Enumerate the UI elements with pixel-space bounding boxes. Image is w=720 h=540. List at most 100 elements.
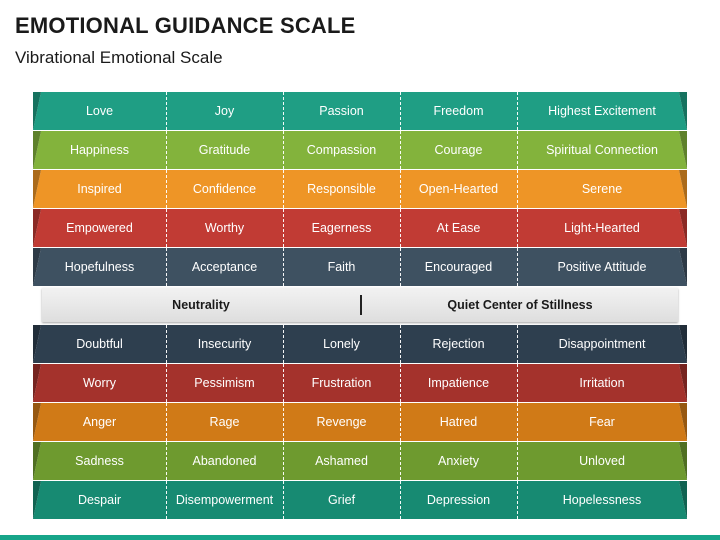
emotion-row: Despair Disempowerment Grief Depression … bbox=[33, 481, 687, 519]
emotion-cell: Love bbox=[85, 104, 114, 118]
column-divider bbox=[166, 442, 167, 480]
emotion-cell: Revenge bbox=[316, 415, 367, 429]
emotion-cell: Rage bbox=[209, 415, 240, 429]
row-band-fill bbox=[33, 325, 687, 363]
emotion-cell: Sadness bbox=[75, 454, 124, 468]
emotion-cell: Passion bbox=[319, 104, 364, 118]
emotion-cell: Highest Excitement bbox=[548, 104, 656, 118]
quiet-center-label: Quiet Center of Stillness bbox=[447, 298, 593, 312]
column-divider bbox=[400, 170, 401, 208]
row-band-fold-left bbox=[33, 403, 41, 441]
emotion-row: Worry Pessimism Frustration Impatience I… bbox=[33, 364, 687, 402]
column-divider bbox=[517, 131, 518, 169]
column-divider bbox=[517, 248, 518, 286]
row-band bbox=[33, 403, 687, 441]
emotion-cell: Courage bbox=[434, 143, 483, 157]
emotion-cell: Hatred bbox=[439, 415, 478, 429]
emotion-cell: Encouraged bbox=[424, 260, 493, 274]
column-divider bbox=[400, 325, 401, 363]
row-band-fold-right bbox=[679, 364, 687, 402]
emotion-cell: Fear bbox=[589, 415, 615, 429]
emotion-cell: Worry bbox=[82, 376, 117, 390]
emotion-row: Empowered Worthy Eagerness At Ease Light… bbox=[33, 209, 687, 247]
emotion-cell: Light-Hearted bbox=[564, 221, 640, 235]
emotion-cell: Unloved bbox=[579, 454, 625, 468]
emotion-cell: Spiritual Connection bbox=[546, 143, 658, 157]
emotion-cell: Anxiety bbox=[438, 454, 479, 468]
emotion-cell: Abandoned bbox=[192, 454, 257, 468]
emotion-cell: Compassion bbox=[306, 143, 377, 157]
column-divider bbox=[283, 442, 284, 480]
column-divider bbox=[166, 481, 167, 519]
footer-accent-bar bbox=[0, 535, 720, 540]
row-band-fold-left bbox=[33, 364, 41, 402]
emotion-cell: Doubtful bbox=[76, 337, 123, 351]
column-divider bbox=[517, 403, 518, 441]
emotion-row: Happiness Gratitude Compassion Courage S… bbox=[33, 131, 687, 169]
column-divider bbox=[166, 403, 167, 441]
row-band-fold-left bbox=[33, 325, 41, 363]
neutral-divider bbox=[360, 295, 362, 315]
emotion-cell: Lonely bbox=[323, 337, 360, 351]
emotion-cell: Impatience bbox=[427, 376, 490, 390]
row-band-fold-right bbox=[679, 248, 687, 286]
row-band bbox=[33, 92, 687, 130]
row-band-fold-left bbox=[33, 442, 41, 480]
column-divider bbox=[517, 209, 518, 247]
row-band-fold-right bbox=[679, 325, 687, 363]
emotion-cell: Anger bbox=[82, 415, 117, 429]
emotion-cell: Despair bbox=[77, 493, 122, 507]
column-divider bbox=[283, 131, 284, 169]
emotion-cell: Faith bbox=[327, 260, 356, 274]
column-divider bbox=[400, 364, 401, 402]
emotion-cell: Grief bbox=[327, 493, 356, 507]
column-divider bbox=[400, 248, 401, 286]
row-band bbox=[33, 170, 687, 208]
emotion-cell: Empowered bbox=[66, 221, 133, 235]
neutrality-label: Neutrality bbox=[172, 298, 230, 312]
emotion-cell: Pessimism bbox=[194, 376, 255, 390]
emotion-cell: Acceptance bbox=[191, 260, 258, 274]
emotion-cell: Gratitude bbox=[198, 143, 251, 157]
row-band-fold-right bbox=[679, 403, 687, 441]
emotion-cell: Serene bbox=[581, 182, 623, 196]
emotion-cell: Insecurity bbox=[197, 337, 252, 351]
column-divider bbox=[283, 170, 284, 208]
row-band-fold-left bbox=[33, 170, 41, 208]
column-divider bbox=[283, 403, 284, 441]
emotion-cell: Hopelessness bbox=[562, 493, 642, 507]
row-band-fill bbox=[33, 131, 687, 169]
column-divider bbox=[166, 131, 167, 169]
emotion-cell: Worthy bbox=[204, 221, 245, 235]
emotion-cell: Open-Hearted bbox=[418, 182, 499, 196]
row-band-fold-right bbox=[679, 209, 687, 247]
row-band-fill bbox=[33, 92, 687, 130]
emotion-row: Anger Rage Revenge Hatred Fear bbox=[33, 403, 687, 441]
row-band-fold-right bbox=[679, 481, 687, 519]
column-divider bbox=[166, 92, 167, 130]
emotion-cell: Disempowerment bbox=[175, 493, 274, 507]
emotion-row: Sadness Abandoned Ashamed Anxiety Unlove… bbox=[33, 442, 687, 480]
emotion-row: Love Joy Passion Freedom Highest Excitem… bbox=[33, 92, 687, 130]
emotion-cell: Positive Attitude bbox=[557, 260, 647, 274]
column-divider bbox=[283, 481, 284, 519]
row-band-fill bbox=[33, 442, 687, 480]
row-band-fold-left bbox=[33, 131, 41, 169]
column-divider bbox=[283, 209, 284, 247]
row-band bbox=[33, 131, 687, 169]
row-band bbox=[33, 325, 687, 363]
emotion-cell: Rejection bbox=[432, 337, 485, 351]
column-divider bbox=[517, 92, 518, 130]
column-divider bbox=[400, 403, 401, 441]
emotion-cell: Irritation bbox=[579, 376, 625, 390]
column-divider bbox=[517, 481, 518, 519]
row-band-fill bbox=[33, 364, 687, 402]
row-band bbox=[33, 481, 687, 519]
row-band bbox=[33, 248, 687, 286]
row-band bbox=[33, 209, 687, 247]
emotion-cell: Eagerness bbox=[311, 221, 372, 235]
emotion-cell: Freedom bbox=[433, 104, 484, 118]
column-divider bbox=[283, 364, 284, 402]
column-divider bbox=[400, 209, 401, 247]
row-band-fill bbox=[33, 248, 687, 286]
